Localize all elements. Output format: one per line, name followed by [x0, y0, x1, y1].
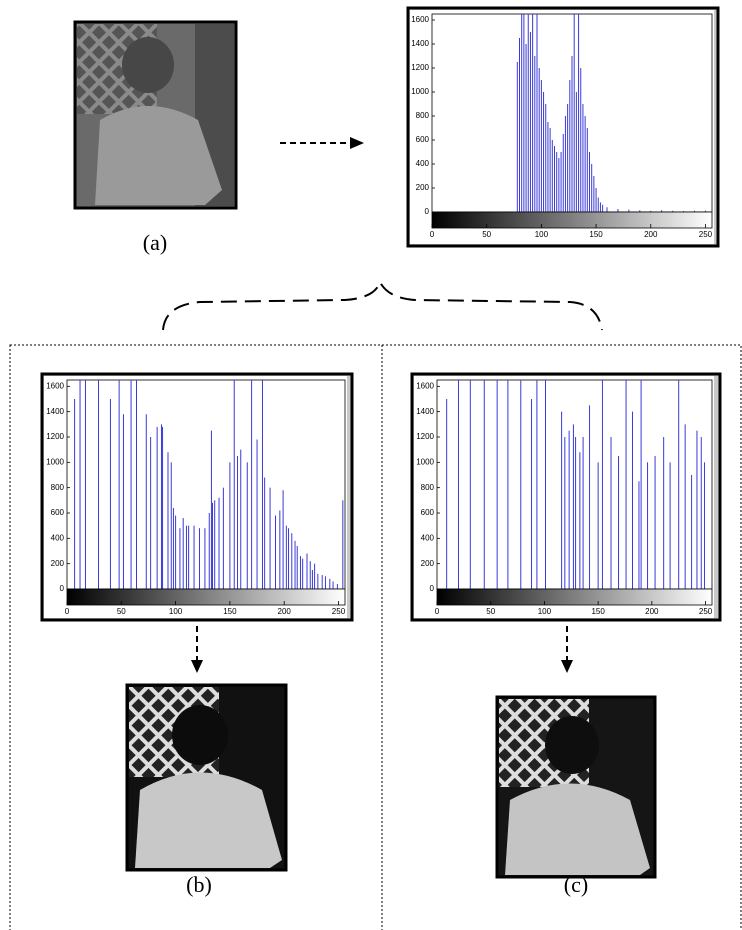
y-tick-label: 400 — [51, 533, 65, 542]
y-tick-label: 600 — [421, 508, 435, 517]
x-tick-label: 150 — [591, 607, 605, 616]
photo — [495, 695, 657, 879]
arrow-head — [191, 660, 203, 673]
y-tick-label: 1200 — [411, 63, 429, 72]
y-tick-label: 800 — [51, 483, 65, 492]
x-tick-label: 100 — [169, 607, 183, 616]
x-tick-label: 150 — [223, 607, 237, 616]
group-box — [9, 344, 742, 930]
y-tick-label: 1600 — [416, 381, 434, 390]
y-tick-label: 600 — [416, 135, 430, 144]
x-tick-label: 250 — [699, 230, 713, 239]
y-tick-label: 1000 — [411, 87, 429, 96]
y-tick-label: 1600 — [46, 381, 64, 390]
y-tick-label: 200 — [51, 559, 65, 568]
caption: (a) — [143, 230, 167, 255]
x-tick-label: 200 — [644, 230, 658, 239]
x-tick-label: 50 — [117, 607, 126, 616]
x-tick-label: 250 — [699, 607, 713, 616]
arrow-head — [561, 660, 573, 673]
y-tick-label: 1200 — [46, 432, 64, 441]
caption: (c) — [564, 872, 588, 897]
y-tick-label: 400 — [416, 159, 430, 168]
y-tick-label: 800 — [421, 483, 435, 492]
y-tick-label: 200 — [421, 559, 435, 568]
x-tick-label: 50 — [486, 607, 495, 616]
brace — [162, 279, 603, 331]
y-tick-label: 200 — [416, 183, 430, 192]
y-tick-label: 0 — [425, 207, 430, 216]
y-tick-label: 1400 — [411, 39, 429, 48]
y-tick-label: 1600 — [411, 15, 429, 24]
x-tick-label: 0 — [430, 230, 435, 239]
x-tick-label: 200 — [645, 607, 659, 616]
y-tick-label: 1400 — [416, 407, 434, 416]
y-tick-label: 0 — [430, 584, 435, 593]
x-tick-label: 100 — [535, 230, 549, 239]
y-tick-label: 400 — [421, 533, 435, 542]
y-tick-label: 1000 — [416, 457, 434, 466]
x-tick-label: 100 — [538, 607, 552, 616]
y-tick-label: 800 — [416, 111, 430, 120]
y-tick-label: 1400 — [46, 407, 64, 416]
colorbar — [66, 588, 346, 606]
photo — [125, 683, 288, 872]
plot-area — [436, 379, 713, 590]
x-tick-label: 250 — [332, 607, 346, 616]
caption: (b) — [186, 872, 212, 897]
x-tick-label: 0 — [65, 607, 70, 616]
colorbar — [431, 211, 713, 229]
x-tick-label: 0 — [435, 607, 440, 616]
y-tick-label: 600 — [51, 508, 65, 517]
colorbar — [436, 588, 713, 606]
x-tick-label: 50 — [482, 230, 491, 239]
y-tick-label: 1200 — [416, 432, 434, 441]
photo — [73, 20, 238, 210]
x-tick-label: 200 — [278, 607, 292, 616]
arrow-head — [350, 137, 364, 149]
y-tick-label: 1000 — [46, 457, 64, 466]
y-tick-label: 0 — [60, 584, 65, 593]
x-tick-label: 150 — [589, 230, 603, 239]
plot-area — [66, 379, 346, 590]
